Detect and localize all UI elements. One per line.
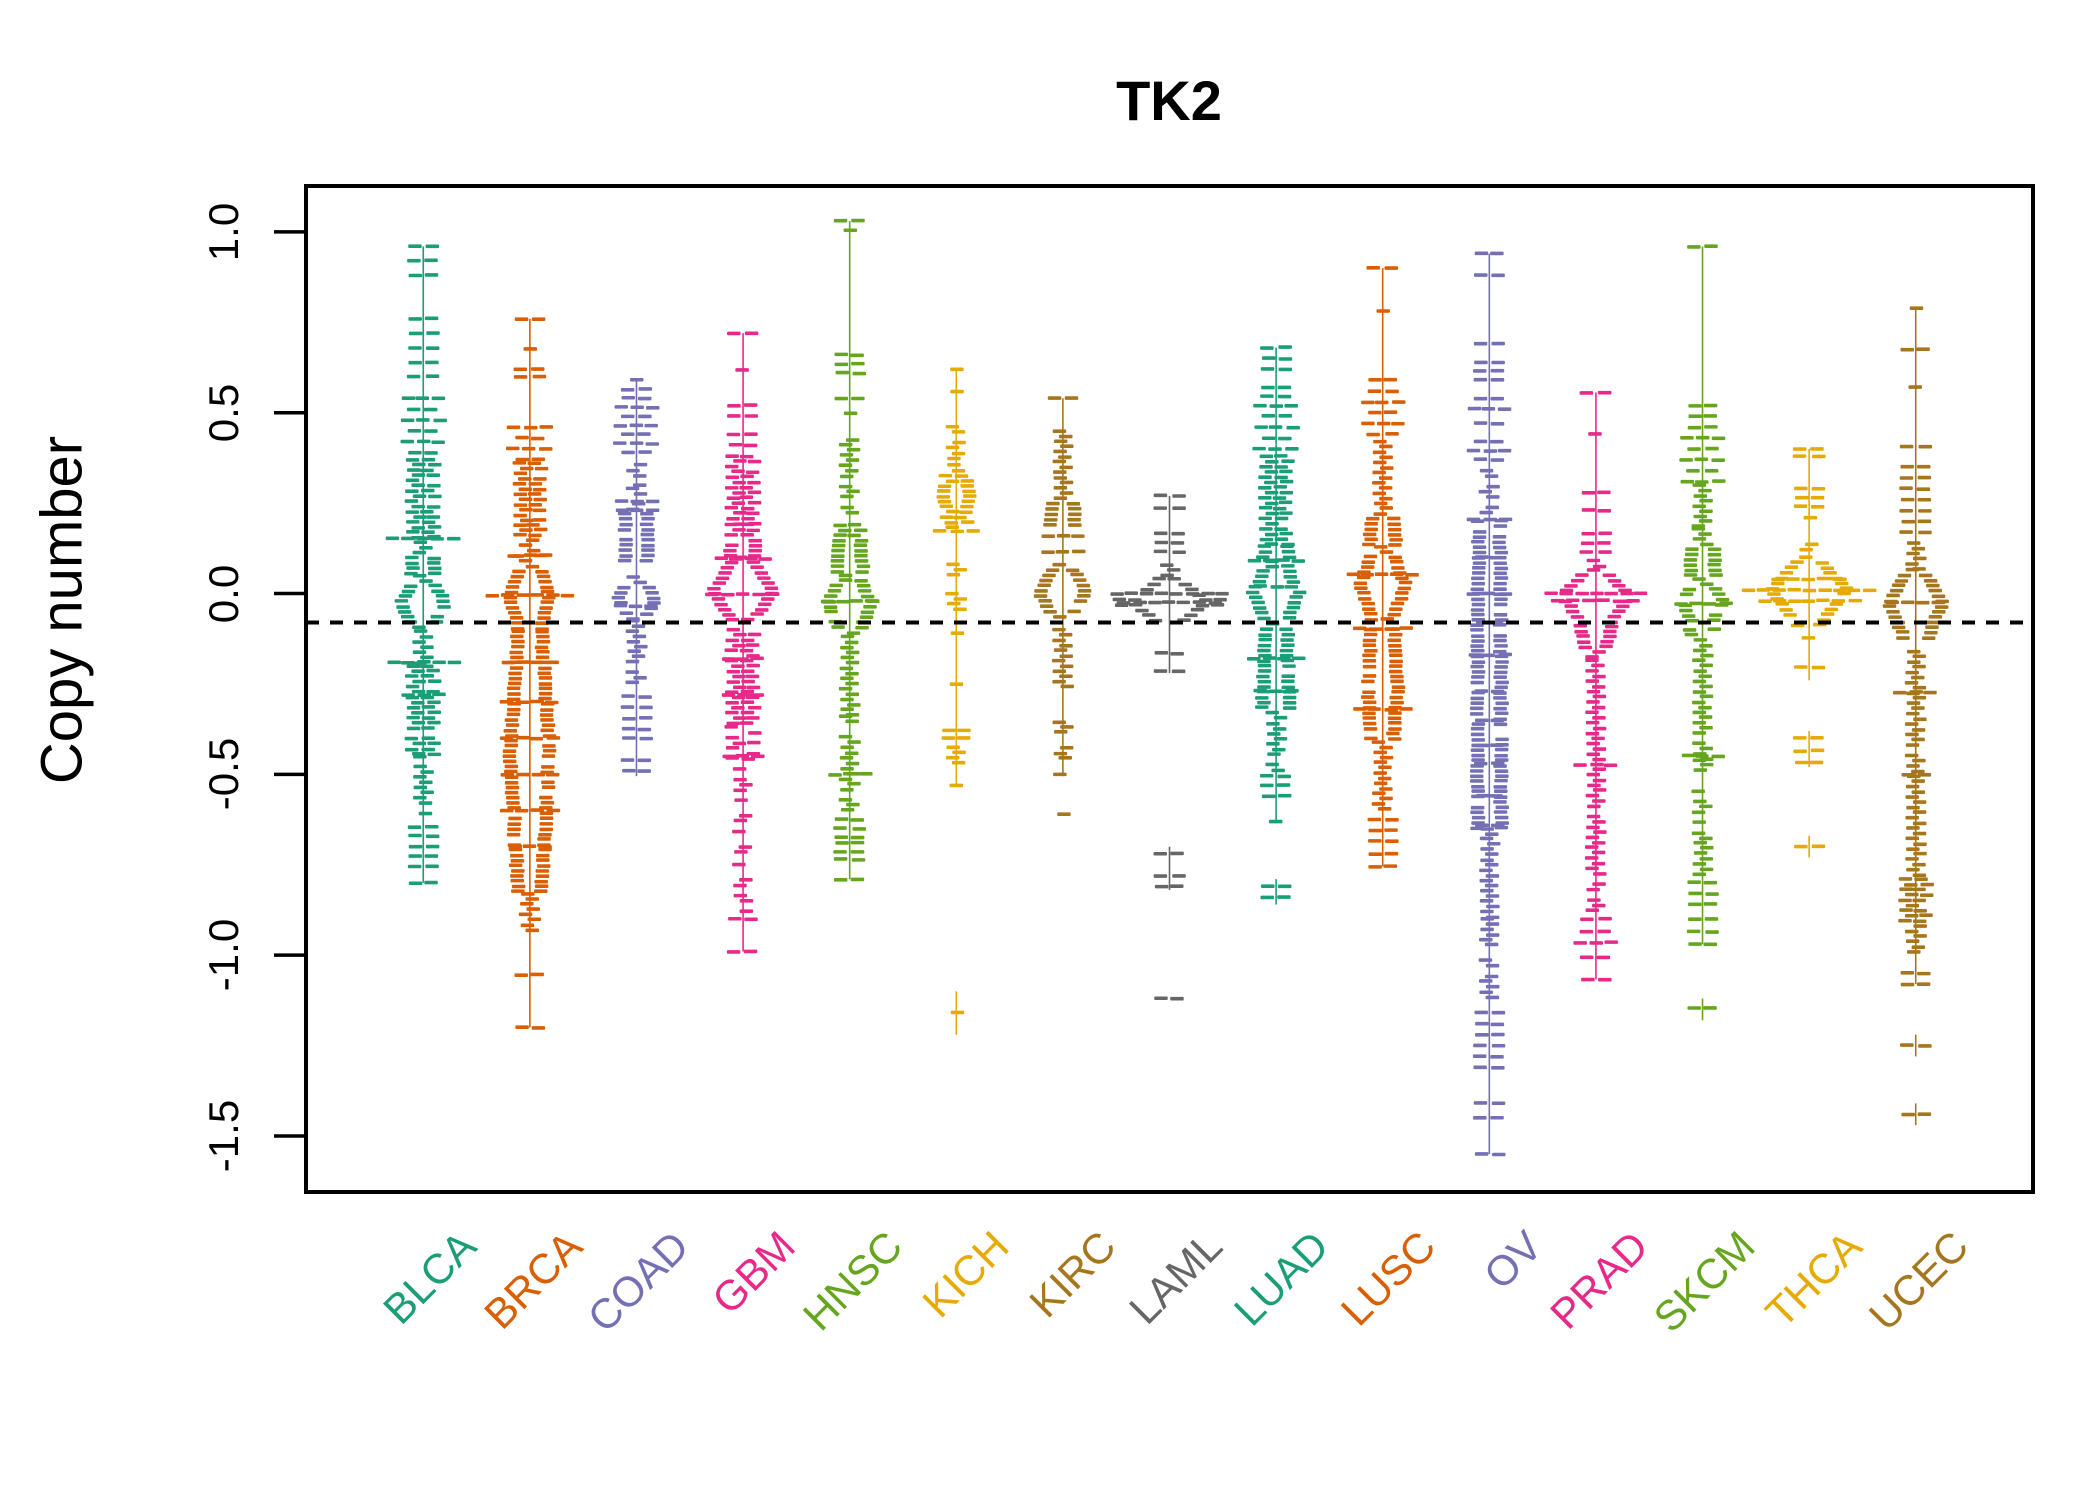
swarm-brca [485,317,575,1030]
swarm-skcm [1674,244,1733,1021]
swarm-hnsc [820,218,880,882]
swarm-stem [422,246,425,883]
swarm-stem [1168,495,1171,674]
swarm-stem [1914,307,1917,985]
swarm-prad [1544,390,1648,982]
chart-title: TK2 [1116,69,1222,132]
swarm-stem [955,369,958,786]
swarm-stem [1168,846,1171,891]
swarm-stem [1275,347,1277,822]
swarm-stem [1808,730,1810,768]
swarm-lusc [1346,265,1419,869]
swarm-thca [1741,447,1877,858]
y-axis-title: Copy number [29,435,95,785]
swarm-stem [848,221,851,880]
swarm-stem [1914,1034,1917,1057]
swarm-stem [1701,998,1704,1021]
swarm-stem [1275,879,1277,905]
y-tick-label: 0.5 [200,383,247,442]
swarm-stem [1062,398,1064,777]
swarm-kich [932,367,980,1035]
swarm-stem [1488,253,1491,1155]
y-tick-label: -1.0 [200,918,247,992]
swarm-gbm [705,331,780,954]
swarm-stem [1381,268,1384,867]
swarm-stem [742,333,744,952]
swarm-coad [611,377,661,777]
swarm-kirc [1033,396,1092,816]
swarm-ov [1466,251,1513,1157]
swarm-stem [1701,246,1704,945]
y-tick-label: 1.0 [200,202,247,262]
swarm-luad [1245,345,1307,905]
swarm-laml [1110,493,1229,1001]
plot-box [304,184,2035,1194]
swarm-stem [529,318,531,1028]
swarm-stem [1808,835,1810,858]
swarm-blca [385,244,462,886]
y-tick-label: -1.5 [200,1099,247,1173]
swarm-ucec [1882,306,1949,1126]
y-tick-label: -0.5 [200,738,247,811]
swarm-stem [1914,1103,1917,1126]
y-tick-label: 0.0 [200,564,247,623]
swarm-stem [1808,448,1810,681]
